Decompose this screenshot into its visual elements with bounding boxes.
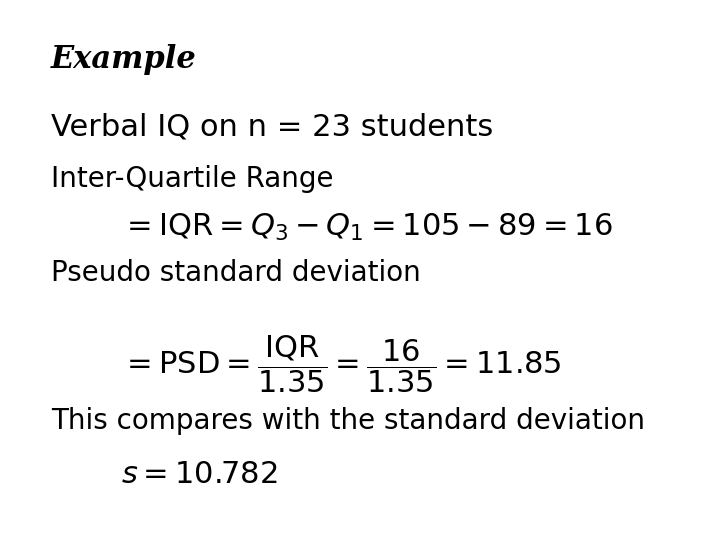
Text: $s = 10.782$: $s = 10.782$ [120,460,277,490]
Text: Inter-Quartile Range: Inter-Quartile Range [51,165,333,193]
Text: $= \mathrm{PSD} = \dfrac{\mathrm{IQR}}{1.35} = \dfrac{16}{1.35} = 11.85$: $= \mathrm{PSD} = \dfrac{\mathrm{IQR}}{1… [120,333,561,395]
Text: Pseudo standard deviation: Pseudo standard deviation [51,260,421,287]
Text: Verbal IQ on n = 23 students: Verbal IQ on n = 23 students [51,112,493,141]
Text: This compares with the standard deviation: This compares with the standard deviatio… [51,407,645,435]
Text: Example: Example [51,44,197,75]
Text: $= \mathrm{IQR} = Q_3 - Q_1 = 105 - 89 = 16$: $= \mathrm{IQR} = Q_3 - Q_1 = 105 - 89 =… [120,212,612,243]
